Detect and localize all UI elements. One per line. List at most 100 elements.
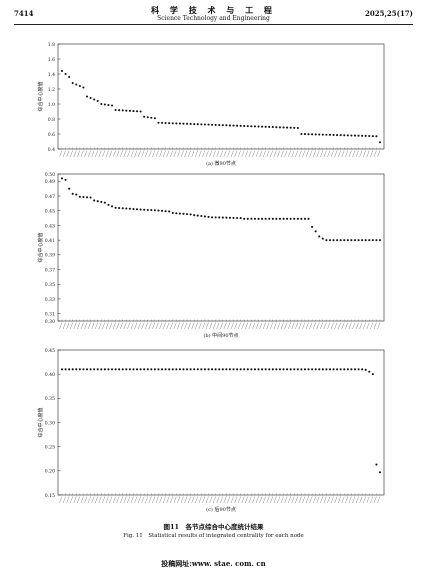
- x-tick-label: [116, 150, 120, 158]
- x-tick-label: [120, 322, 123, 330]
- x-tick-label: [284, 496, 288, 504]
- x-tick-label: [330, 150, 334, 158]
- x-tick-label: [366, 496, 370, 504]
- y-tick-label: 0.31: [45, 311, 55, 317]
- data-point: [121, 368, 124, 371]
- x-tick-label: [370, 496, 374, 504]
- x-tick-label: [177, 496, 181, 504]
- data-point: [96, 368, 99, 371]
- x-tick-label: [280, 322, 284, 330]
- x-tick-label: [202, 150, 206, 158]
- figure-caption-en: Fig. 11 Statistical results of integrate…: [123, 533, 304, 539]
- x-tick-label: [270, 150, 273, 158]
- data-point: [143, 208, 146, 211]
- y-tick-label: 0.43: [45, 223, 55, 229]
- footer-website: 投稿网址:www. stae. com. cn: [161, 559, 266, 568]
- x-tick-label: [255, 496, 259, 504]
- data-point: [186, 122, 189, 125]
- data-point: [214, 123, 217, 126]
- data-point: [243, 368, 246, 371]
- y-axis-label: 综合中心度值: [37, 232, 44, 262]
- data-point: [139, 368, 142, 371]
- data-point: [364, 368, 367, 371]
- data-point: [103, 201, 106, 204]
- data-point: [321, 133, 324, 136]
- x-tick-label: [255, 150, 259, 158]
- data-point: [132, 207, 135, 211]
- data-point: [93, 98, 96, 101]
- x-tick-label: [195, 322, 198, 330]
- data-point: [378, 239, 382, 242]
- x-tick-label: [141, 150, 145, 158]
- data-point: [296, 126, 299, 130]
- data-point: [164, 121, 167, 125]
- data-point: [364, 134, 367, 137]
- data-point: [135, 208, 139, 211]
- x-tick-label: [141, 322, 145, 330]
- data-point: [71, 192, 74, 195]
- x-tick-label: [205, 150, 209, 158]
- x-tick-label: [137, 496, 141, 504]
- x-tick-label: [241, 496, 245, 504]
- x-tick-label: [223, 496, 227, 504]
- x-tick-label: [155, 322, 159, 330]
- x-tick-label: [84, 496, 88, 504]
- data-point: [271, 126, 274, 129]
- x-tick-label: [266, 496, 270, 504]
- x-tick-label: [187, 496, 191, 504]
- data-point: [221, 368, 224, 371]
- x-tick-label: [220, 322, 223, 330]
- data-point: [300, 132, 303, 136]
- data-point: [157, 209, 160, 212]
- x-tick-label: [327, 150, 331, 158]
- x-tick-label: [323, 322, 327, 330]
- x-tick-label: [134, 322, 138, 330]
- data-point: [178, 212, 181, 215]
- data-point: [268, 368, 271, 371]
- x-tick-label: [77, 150, 81, 158]
- data-point: [353, 239, 357, 242]
- data-point: [232, 124, 235, 127]
- data-point: [96, 99, 99, 103]
- x-tick-label: [248, 322, 252, 330]
- x-tick-label: [338, 496, 341, 504]
- data-point: [157, 121, 160, 124]
- x-tick-label: [370, 322, 374, 330]
- data-point: [218, 368, 221, 371]
- data-point: [346, 368, 349, 371]
- x-tick-label: [316, 496, 320, 504]
- x-tick-label: [280, 496, 284, 504]
- data-point: [89, 196, 92, 199]
- x-tick-label: [248, 496, 252, 504]
- x-tick-label: [366, 150, 370, 158]
- x-tick-label: [155, 150, 159, 158]
- data-point: [118, 207, 121, 210]
- data-point: [207, 215, 210, 218]
- data-point: [343, 368, 346, 371]
- data-point: [228, 368, 231, 371]
- plot-frame: [57, 43, 385, 150]
- x-tick-label: [152, 150, 156, 158]
- data-point: [182, 212, 185, 215]
- x-tick-label: [320, 322, 323, 330]
- data-point: [346, 239, 349, 242]
- data-point: [289, 126, 292, 129]
- y-tick-label: 0.8: [48, 117, 55, 123]
- data-point: [221, 124, 224, 127]
- data-point: [311, 225, 314, 228]
- x-tick-label: [209, 322, 213, 330]
- x-tick-label: [102, 496, 106, 504]
- data-point: [128, 207, 131, 210]
- x-tick-label: [327, 322, 331, 330]
- y-tick-label: 0.37: [45, 267, 55, 273]
- x-tick-label: [295, 322, 298, 330]
- x-tick-label: [212, 496, 216, 504]
- y-tick-label: 0.35: [45, 396, 55, 402]
- x-tick-label: [302, 496, 306, 504]
- data-point: [239, 217, 242, 220]
- x-tick-label: [334, 322, 338, 330]
- x-tick-label: [291, 150, 295, 158]
- y-tick-label: 0.30: [45, 420, 55, 426]
- x-tick-label: [234, 150, 238, 158]
- x-tick-label: [145, 322, 148, 330]
